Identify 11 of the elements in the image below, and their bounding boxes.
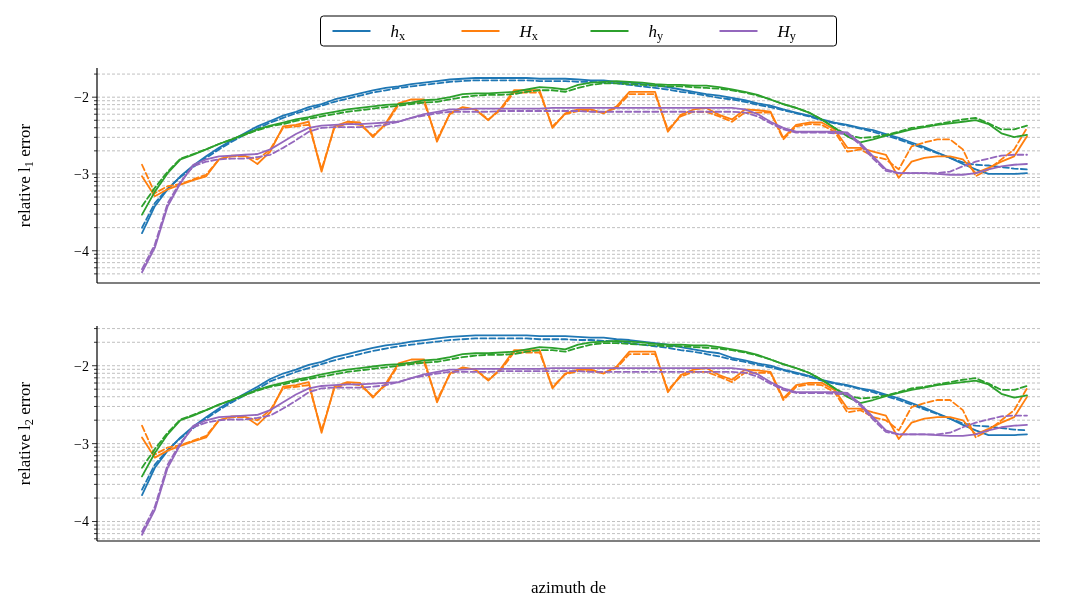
legend-label: H$_{y}$ — [776, 21, 797, 43]
y-tick-label: −4 — [74, 243, 89, 259]
y-tick-label: −2 — [74, 90, 89, 106]
y-tick-label: −3 — [74, 436, 89, 452]
legend-label: h$_{y}$ — [648, 21, 664, 43]
y-tick-label: −2 — [74, 358, 89, 374]
y-tick-label: −4 — [74, 514, 89, 530]
legend-label: H$_{x}$ — [518, 21, 538, 43]
x-axis-title: azimuth de — [530, 578, 607, 597]
legend-label: h$_{x}$ — [390, 21, 406, 43]
y-tick-label: −3 — [74, 166, 89, 182]
